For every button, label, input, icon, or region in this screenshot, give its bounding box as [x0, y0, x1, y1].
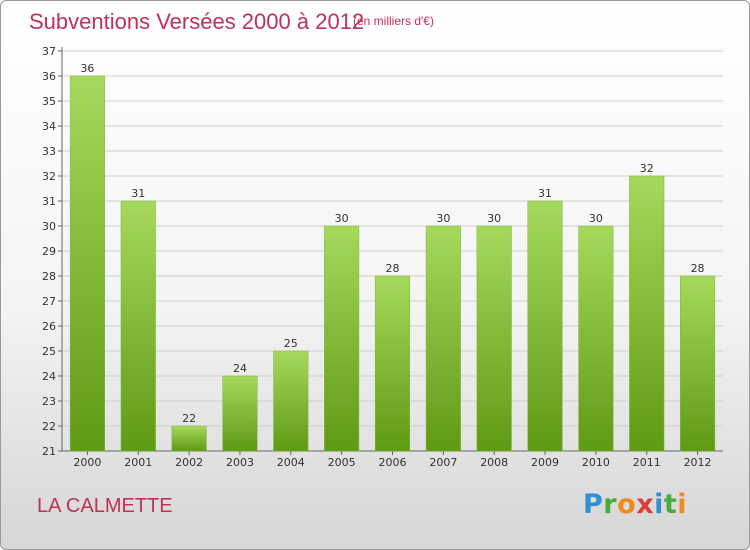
x-tick-label-2006: 2006 [379, 456, 407, 469]
x-tick-label-2001: 2001 [124, 456, 152, 469]
data-label-2010: 30 [589, 212, 603, 225]
y-tick-label: 35 [42, 95, 56, 108]
y-tick-label: 29 [42, 245, 56, 258]
y-tick-label: 37 [42, 45, 56, 58]
bar-2008 [476, 225, 512, 452]
data-label-2005: 30 [335, 212, 349, 225]
y-tick-label: 21 [42, 445, 56, 458]
labels: 21 22 23 24 25 26 27 28 29 30 31 32 33 34 35 36 37 36 2000… [42, 45, 712, 469]
data-label-2003: 24 [233, 362, 247, 375]
logo-letter: x [636, 489, 655, 520]
logo-letter: t [663, 489, 678, 520]
data-label-2006: 28 [386, 262, 400, 275]
logo-letter: i [654, 489, 664, 520]
logo-letter: i [677, 489, 688, 520]
chart-title: Subventions Versées 2000 à 2012 [29, 9, 365, 34]
x-tick-label-2008: 2008 [480, 456, 508, 469]
data-label-2000: 36 [80, 62, 94, 75]
data-label-2008: 30 [487, 212, 501, 225]
y-tick-label: 26 [42, 320, 56, 333]
y-tick-label: 30 [42, 220, 56, 233]
bars [69, 75, 716, 452]
y-tick-label: 34 [42, 120, 56, 133]
x-tick-label-2004: 2004 [277, 456, 305, 469]
bar-2000 [69, 75, 105, 452]
proxiti-logo[interactable]: Proxiti [583, 489, 687, 520]
bar-2007 [425, 225, 461, 452]
y-tick-label: 32 [42, 170, 56, 183]
x-tick-label-2003: 2003 [226, 456, 254, 469]
bar-2004 [273, 350, 309, 452]
commune-name: LA CALMETTE [37, 495, 173, 517]
y-tick-label: 33 [42, 145, 56, 158]
data-label-2002: 22 [182, 412, 196, 425]
x-tick-label-2005: 2005 [328, 456, 356, 469]
bar-2012 [680, 275, 716, 452]
data-label-2004: 25 [284, 337, 298, 350]
bar-2002 [171, 425, 207, 452]
data-label-2009: 31 [538, 187, 552, 200]
data-label-2001: 31 [131, 187, 145, 200]
y-tick-label: 27 [42, 295, 56, 308]
x-tick-label-2009: 2009 [531, 456, 559, 469]
y-tick-label: 23 [42, 395, 56, 408]
y-tick-label: 24 [42, 370, 56, 383]
data-label-2007: 30 [436, 212, 450, 225]
y-tick-label: 22 [42, 420, 56, 433]
bar-2010 [578, 225, 614, 452]
y-tick-label: 28 [42, 270, 56, 283]
bar-2011 [629, 175, 665, 452]
x-tick-label-2000: 2000 [73, 456, 101, 469]
x-tick-label-2002: 2002 [175, 456, 203, 469]
bar-2005 [324, 225, 360, 452]
bar-2009 [527, 200, 563, 452]
chart-subtitle: (en milliers d'€) [353, 14, 434, 28]
bar-2006 [374, 275, 411, 452]
bar-2001 [120, 200, 156, 452]
logo-letter: P [583, 489, 604, 520]
data-label-2011: 32 [640, 162, 654, 175]
logo-letter: o [617, 489, 637, 520]
x-tick-label-2007: 2007 [429, 456, 457, 469]
y-tick-label: 31 [42, 195, 56, 208]
x-tick-label-2012: 2012 [684, 456, 712, 469]
x-tick-label-2010: 2010 [582, 456, 610, 469]
logo-letter: r [603, 489, 618, 520]
y-tick-label: 36 [42, 70, 56, 83]
data-label-2012: 28 [691, 262, 705, 275]
bar-2003 [222, 375, 258, 452]
y-tick-label: 25 [42, 345, 56, 358]
x-tick-label-2011: 2011 [633, 456, 661, 469]
